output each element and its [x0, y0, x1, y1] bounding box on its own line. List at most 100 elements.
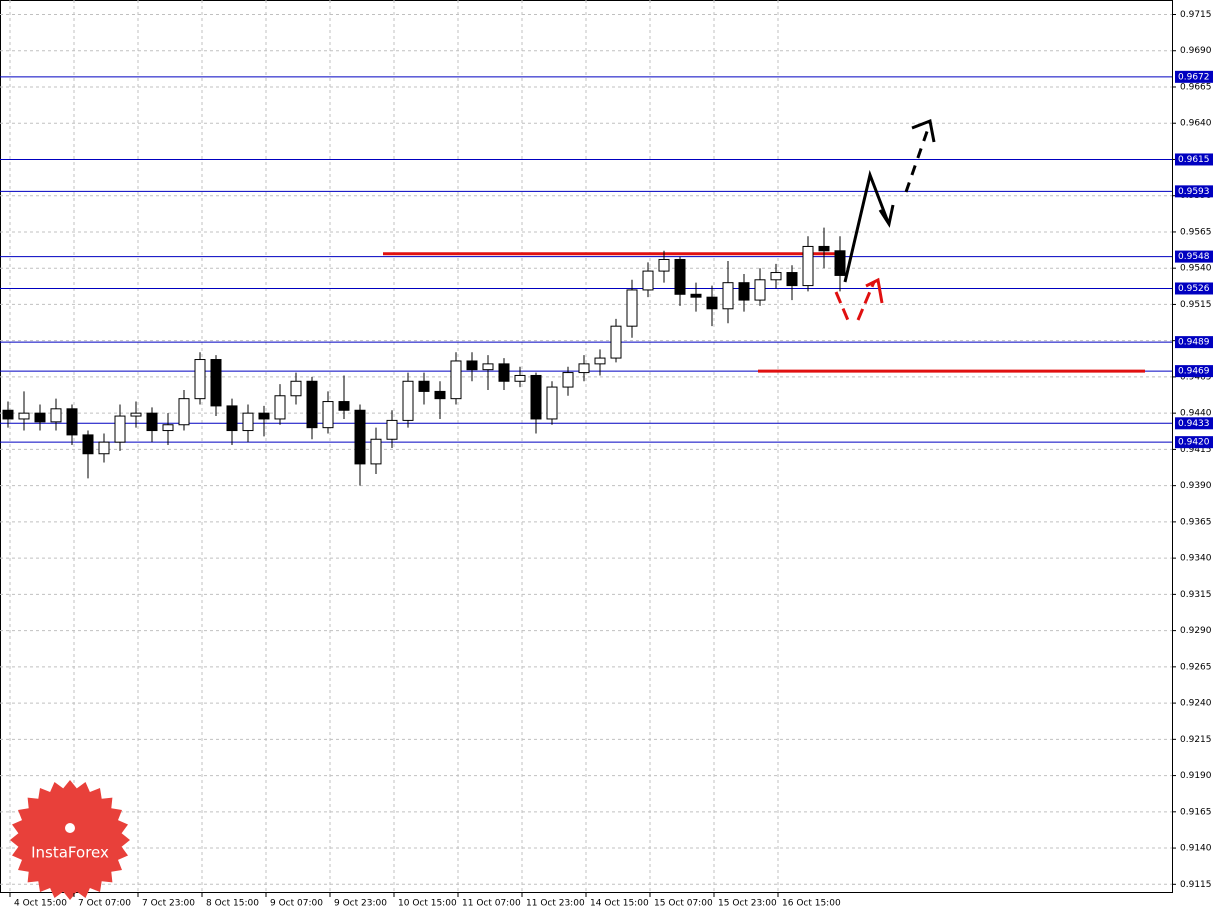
candle-body	[658, 258, 670, 272]
candle-body	[194, 359, 206, 400]
level-label: 0.9469	[1178, 367, 1210, 377]
candle-body	[418, 380, 430, 392]
candle-body	[818, 245, 830, 252]
y-tick-label: 0.9290	[1180, 626, 1212, 636]
candle-body	[722, 282, 734, 310]
level-label: 0.9548	[1178, 252, 1210, 262]
y-tick-label: 0.9540	[1180, 264, 1212, 274]
candle-body	[338, 401, 350, 411]
arrow-head	[865, 277, 884, 304]
level-label-box	[1175, 417, 1213, 430]
candle-body	[146, 412, 158, 432]
candle-body	[82, 434, 94, 455]
y-tick-label: 0.9515	[1180, 300, 1212, 310]
y-tick-label: 0.9565	[1180, 227, 1212, 237]
logo-badge	[10, 780, 130, 900]
candle-body	[258, 412, 270, 420]
x-tick-label: 7 Oct 23:00	[142, 899, 195, 909]
candle-body	[242, 412, 254, 432]
grid	[0, 0, 1172, 893]
candle-body	[834, 250, 846, 276]
arrow-head	[878, 204, 895, 228]
candle-body	[130, 412, 142, 417]
candle-body	[226, 405, 238, 432]
candle-body	[802, 245, 814, 287]
candle-body	[562, 372, 574, 388]
candle-body	[306, 380, 318, 429]
y-tick-label: 0.9190	[1180, 771, 1212, 781]
y-tick-label: 0.9115	[1180, 880, 1212, 890]
candle-body	[178, 398, 190, 426]
candle-body	[626, 289, 638, 327]
candle-body	[18, 412, 30, 420]
y-tick-label: 0.9265	[1180, 662, 1212, 672]
y-tick-label: 0.9215	[1180, 735, 1212, 745]
candle-body	[610, 325, 622, 359]
forecast-arrow	[856, 281, 876, 321]
x-tick-label: 14 Oct 15:00	[590, 899, 649, 909]
x-tick-label: 7 Oct 07:00	[78, 899, 131, 909]
y-tick-label: 0.9640	[1180, 119, 1212, 129]
candle-body	[322, 401, 334, 429]
candle-body	[450, 360, 462, 400]
x-tick-label: 11 Oct 07:00	[462, 899, 521, 909]
candle-body	[50, 408, 62, 423]
candle-body	[466, 360, 478, 371]
candle-body	[210, 359, 222, 407]
candle-body	[642, 270, 654, 291]
y-tick-label: 0.9440	[1180, 409, 1212, 419]
candles	[2, 227, 846, 486]
x-tick-label: 16 Oct 15:00	[782, 899, 841, 909]
y-tick-label: 0.9715	[1180, 10, 1212, 20]
y-tick-label: 0.9390	[1180, 481, 1212, 491]
forecast-arrow	[834, 291, 852, 326]
forecast-arrows	[834, 118, 936, 326]
level-label: 0.9593	[1178, 187, 1210, 197]
level-label-box	[1175, 70, 1213, 83]
x-tick-label: 9 Oct 23:00	[334, 899, 387, 909]
candle-body	[274, 395, 286, 420]
candle-body	[354, 409, 366, 465]
y-tick-label: 0.9240	[1180, 699, 1212, 709]
level-label: 0.9672	[1178, 72, 1210, 82]
logo-icon	[65, 823, 75, 833]
level-label-box	[1175, 282, 1213, 295]
y-tick-label: 0.9165	[1180, 807, 1212, 817]
x-tick-label: 8 Oct 15:00	[206, 899, 259, 909]
candle-body	[514, 374, 526, 382]
candle-body	[34, 412, 46, 423]
candle-body	[498, 363, 510, 382]
level-label: 0.9433	[1178, 419, 1210, 429]
candle-body	[386, 419, 398, 440]
level-label-box	[1175, 336, 1213, 349]
y-tick-label: 0.9365	[1180, 517, 1212, 527]
y-tick-label: 0.9665	[1180, 82, 1212, 92]
candle-body	[98, 441, 110, 455]
candle-body	[66, 408, 78, 436]
x-tick-label: 4 Oct 15:00	[14, 899, 67, 909]
y-tick-label: 0.9415	[1180, 445, 1212, 455]
candle-body	[114, 415, 126, 443]
candle-body	[786, 272, 798, 287]
arrow-head	[911, 118, 936, 143]
y-tick-label: 0.9340	[1180, 554, 1212, 564]
candle-body	[770, 272, 782, 281]
x-tick-label: 10 Oct 15:00	[398, 899, 457, 909]
level-label: 0.9489	[1178, 338, 1210, 348]
level-label: 0.9420	[1178, 438, 1210, 448]
candle-body	[754, 279, 766, 301]
candle-body	[434, 390, 446, 400]
forecast-arrow	[904, 122, 932, 193]
x-tick-label: 11 Oct 23:00	[526, 899, 585, 909]
level-label-box	[1175, 436, 1213, 449]
y-tick-label: 0.9465	[1180, 372, 1212, 382]
level-label-box	[1175, 250, 1213, 263]
candle-body	[738, 282, 750, 301]
level-label: 0.9526	[1178, 284, 1210, 294]
candle-body	[2, 409, 14, 420]
y-tick-label: 0.9140	[1180, 844, 1212, 854]
candle-body	[162, 424, 174, 432]
x-tick-label: 15 Oct 07:00	[654, 899, 713, 909]
logo-text: InstaForex	[31, 844, 109, 862]
